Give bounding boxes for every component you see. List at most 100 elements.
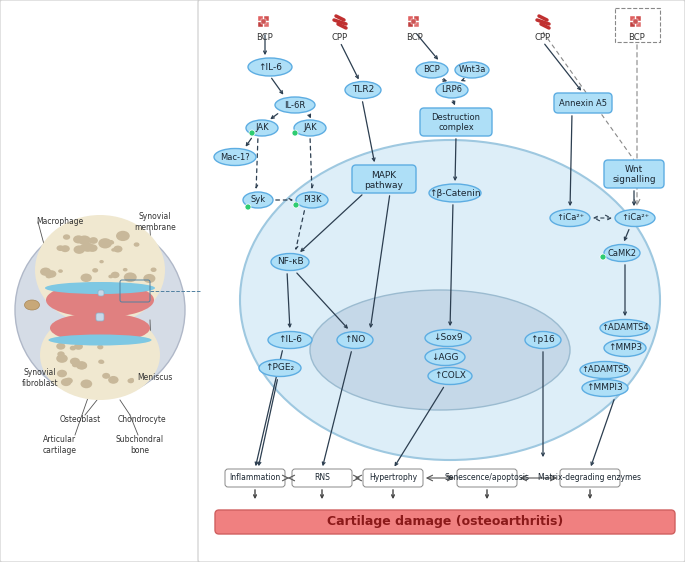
Ellipse shape bbox=[57, 370, 67, 377]
Bar bbox=[258, 16, 264, 20]
Ellipse shape bbox=[240, 140, 660, 460]
Ellipse shape bbox=[428, 368, 472, 384]
FancyBboxPatch shape bbox=[560, 469, 620, 487]
Ellipse shape bbox=[550, 210, 590, 226]
FancyBboxPatch shape bbox=[352, 165, 416, 193]
Ellipse shape bbox=[78, 235, 90, 245]
Ellipse shape bbox=[82, 243, 94, 252]
Ellipse shape bbox=[89, 237, 98, 244]
Ellipse shape bbox=[108, 240, 114, 244]
Ellipse shape bbox=[76, 361, 87, 370]
Text: BCP: BCP bbox=[423, 66, 440, 75]
Circle shape bbox=[245, 204, 251, 210]
Ellipse shape bbox=[310, 290, 570, 410]
Ellipse shape bbox=[151, 268, 157, 272]
Bar bbox=[408, 16, 414, 20]
Ellipse shape bbox=[25, 300, 40, 310]
Ellipse shape bbox=[56, 354, 68, 363]
Ellipse shape bbox=[40, 268, 51, 276]
Text: Wnt3a: Wnt3a bbox=[458, 66, 486, 75]
Ellipse shape bbox=[108, 376, 119, 384]
Text: JAK: JAK bbox=[256, 124, 269, 133]
Ellipse shape bbox=[47, 270, 56, 278]
Text: ↑ADAMTS5: ↑ADAMTS5 bbox=[581, 365, 629, 374]
Text: MAPK: MAPK bbox=[371, 170, 397, 179]
Text: Synovial
fibroblast: Synovial fibroblast bbox=[22, 368, 58, 388]
Ellipse shape bbox=[40, 310, 160, 400]
Text: LRP6: LRP6 bbox=[442, 85, 462, 94]
Ellipse shape bbox=[61, 378, 71, 386]
Ellipse shape bbox=[604, 339, 646, 356]
Ellipse shape bbox=[123, 268, 127, 271]
FancyBboxPatch shape bbox=[215, 510, 675, 534]
Ellipse shape bbox=[97, 345, 103, 350]
Ellipse shape bbox=[337, 332, 373, 348]
Text: ↑IL-6: ↑IL-6 bbox=[278, 336, 302, 345]
FancyBboxPatch shape bbox=[554, 93, 612, 113]
Ellipse shape bbox=[81, 379, 92, 388]
Ellipse shape bbox=[108, 275, 113, 278]
Bar bbox=[262, 19, 266, 24]
Text: ↓Sox9: ↓Sox9 bbox=[433, 333, 463, 342]
Ellipse shape bbox=[134, 242, 140, 247]
Ellipse shape bbox=[70, 357, 80, 365]
Circle shape bbox=[292, 130, 298, 136]
Ellipse shape bbox=[92, 268, 98, 273]
Text: Synovial
membrane: Synovial membrane bbox=[134, 212, 176, 232]
Bar bbox=[414, 21, 419, 26]
Ellipse shape bbox=[79, 244, 89, 251]
Text: ↑iCa²⁺: ↑iCa²⁺ bbox=[556, 214, 584, 223]
Ellipse shape bbox=[98, 238, 112, 248]
Text: ↑COLX: ↑COLX bbox=[434, 371, 466, 380]
Ellipse shape bbox=[275, 97, 315, 113]
Text: ↑PGE₂: ↑PGE₂ bbox=[265, 364, 295, 373]
Ellipse shape bbox=[15, 223, 185, 397]
Bar bbox=[412, 19, 416, 24]
Text: ↑MMPI3: ↑MMPI3 bbox=[586, 383, 623, 392]
FancyBboxPatch shape bbox=[457, 469, 517, 487]
Ellipse shape bbox=[73, 235, 84, 243]
Text: Chondrocyte: Chondrocyte bbox=[118, 415, 166, 424]
Ellipse shape bbox=[604, 244, 640, 261]
Ellipse shape bbox=[98, 360, 104, 364]
Bar bbox=[634, 19, 638, 24]
Text: ↑NO: ↑NO bbox=[345, 336, 366, 345]
Ellipse shape bbox=[102, 373, 110, 379]
Ellipse shape bbox=[271, 253, 309, 270]
Ellipse shape bbox=[45, 282, 155, 294]
Ellipse shape bbox=[77, 362, 87, 369]
FancyBboxPatch shape bbox=[420, 108, 492, 136]
Ellipse shape bbox=[111, 248, 116, 252]
Text: ↑iCa²⁺: ↑iCa²⁺ bbox=[621, 214, 649, 223]
Text: pathway: pathway bbox=[364, 180, 403, 189]
Bar bbox=[258, 21, 264, 26]
Ellipse shape bbox=[88, 244, 97, 252]
Ellipse shape bbox=[129, 378, 134, 381]
Text: CPP: CPP bbox=[332, 33, 348, 42]
Ellipse shape bbox=[64, 378, 73, 384]
Ellipse shape bbox=[111, 271, 119, 278]
Ellipse shape bbox=[294, 120, 326, 136]
Circle shape bbox=[600, 254, 606, 260]
Ellipse shape bbox=[425, 329, 471, 347]
Ellipse shape bbox=[345, 81, 381, 98]
Ellipse shape bbox=[57, 245, 64, 251]
Ellipse shape bbox=[100, 361, 104, 364]
Bar bbox=[636, 16, 641, 20]
Text: ↓AGG: ↓AGG bbox=[432, 352, 459, 361]
FancyBboxPatch shape bbox=[198, 0, 685, 562]
Text: ↑ADAMTS4: ↑ADAMTS4 bbox=[601, 324, 649, 333]
Ellipse shape bbox=[72, 362, 78, 368]
Text: Cartilage damage (osteoarthritis): Cartilage damage (osteoarthritis) bbox=[327, 515, 563, 528]
FancyBboxPatch shape bbox=[225, 469, 285, 487]
Ellipse shape bbox=[127, 378, 134, 383]
Text: ↑MMP3: ↑MMP3 bbox=[608, 343, 642, 352]
Text: CaMK2: CaMK2 bbox=[608, 248, 636, 257]
Text: ↑p16: ↑p16 bbox=[531, 336, 556, 345]
Text: Articular
cartilage: Articular cartilage bbox=[43, 436, 77, 455]
Ellipse shape bbox=[124, 273, 137, 282]
Text: JAK: JAK bbox=[303, 124, 316, 133]
Text: Meniscus: Meniscus bbox=[137, 374, 173, 383]
Text: Matrix-degrading enzymes: Matrix-degrading enzymes bbox=[538, 474, 641, 483]
FancyBboxPatch shape bbox=[0, 0, 199, 562]
